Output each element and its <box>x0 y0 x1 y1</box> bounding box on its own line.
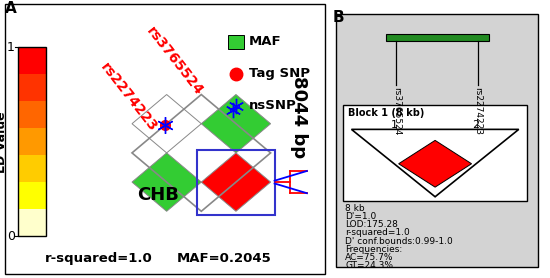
Polygon shape <box>132 153 201 211</box>
Text: AC=75.7%: AC=75.7% <box>345 253 393 262</box>
Text: 8 kb: 8 kb <box>345 204 365 213</box>
Text: 0: 0 <box>7 230 15 243</box>
Bar <box>18 128 46 155</box>
Text: Block 1 (8 kb): Block 1 (8 kb) <box>348 108 425 118</box>
Text: nsSNP: nsSNP <box>249 99 297 112</box>
Text: Tag SNP: Tag SNP <box>249 67 310 80</box>
Bar <box>197 150 275 215</box>
Text: A: A <box>5 1 16 16</box>
Text: 1: 1 <box>7 41 15 54</box>
Bar <box>228 35 244 49</box>
Polygon shape <box>132 95 201 153</box>
Text: rs2274223: rs2274223 <box>474 87 482 135</box>
Bar <box>18 155 46 182</box>
Text: LOD:175.28: LOD:175.28 <box>345 220 398 229</box>
Text: 8044 bp: 8044 bp <box>290 76 307 158</box>
Bar <box>18 74 46 101</box>
Text: rs3765524: rs3765524 <box>144 24 206 98</box>
Bar <box>18 101 46 128</box>
Text: CHB: CHB <box>138 186 179 203</box>
Text: r-squared=1.0: r-squared=1.0 <box>345 229 410 237</box>
Text: Frequencies:: Frequencies: <box>345 245 402 254</box>
Bar <box>18 47 46 236</box>
Bar <box>18 209 46 236</box>
Text: GT=24.3%: GT=24.3% <box>345 261 393 270</box>
Text: 2: 2 <box>472 120 479 130</box>
Polygon shape <box>201 95 271 153</box>
Bar <box>386 34 489 41</box>
Text: LD Value: LD Value <box>0 111 8 173</box>
Polygon shape <box>201 153 271 211</box>
Text: B: B <box>332 10 344 25</box>
Text: rs3765524: rs3765524 <box>392 87 401 135</box>
Text: MAF=0.2045: MAF=0.2045 <box>177 252 272 265</box>
Text: rs2274223: rs2274223 <box>97 60 160 134</box>
Bar <box>343 105 527 201</box>
Bar <box>18 182 46 209</box>
Text: r-squared=1.0: r-squared=1.0 <box>45 252 153 265</box>
Text: D' conf.bounds:0.99-1.0: D' conf.bounds:0.99-1.0 <box>345 237 453 246</box>
Text: MAF: MAF <box>249 35 282 48</box>
Bar <box>18 47 46 74</box>
Text: 1: 1 <box>391 120 398 130</box>
Polygon shape <box>399 140 471 187</box>
Text: D'=1.0: D'=1.0 <box>345 212 376 221</box>
